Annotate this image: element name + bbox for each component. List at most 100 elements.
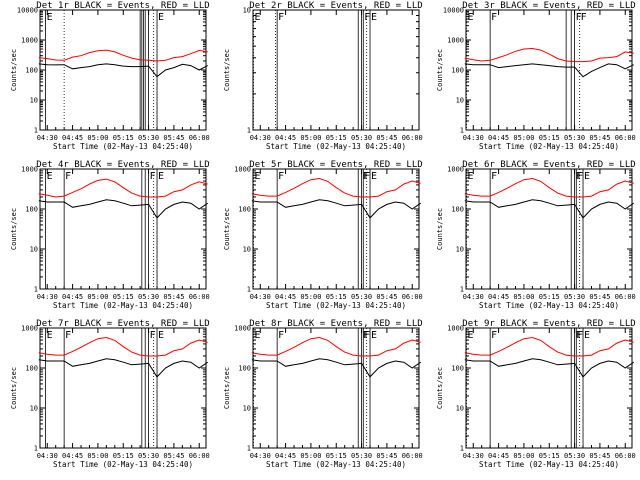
y-tick-label: 10 [456, 97, 464, 105]
y-tick-label: 100 [238, 206, 251, 214]
x-tick-label: 06:00 [189, 134, 210, 142]
flag-label: F [364, 171, 370, 182]
flag-label: F [150, 171, 156, 182]
y-tick-label: 10 [30, 97, 38, 105]
flag-label: E [584, 330, 590, 341]
y-tick-label: 1 [34, 127, 38, 135]
x-axis-label: Start Time (02-May-13 04:25:40) [266, 301, 406, 310]
y-tick-label: 1 [247, 127, 251, 135]
series-line-lld [251, 336, 421, 357]
x-axis-label: Start Time (02-May-13 04:25:40) [53, 460, 193, 469]
x-tick-label: 06:00 [189, 452, 210, 460]
y-tick-label: 1000 [21, 325, 38, 333]
x-tick-label: 05:00 [87, 293, 108, 301]
y-axis-label: Counts/sec [10, 208, 18, 250]
flag-label: F [576, 330, 582, 341]
x-tick-label: 05:15 [539, 134, 560, 142]
flag-label: F [363, 330, 369, 341]
x-axis-label: Start Time (02-May-13 04:25:40) [53, 301, 193, 310]
y-tick-label: 1 [247, 445, 251, 453]
x-tick-label: 05:00 [87, 452, 108, 460]
y-tick-label: 1000 [21, 37, 38, 45]
x-tick-label: 04:45 [488, 293, 509, 301]
x-tick-label: 05:45 [163, 452, 184, 460]
x-tick-label: 04:45 [488, 452, 509, 460]
flag-label: F [278, 330, 284, 341]
series-line-lld [464, 47, 634, 63]
flag-label: F [278, 12, 284, 23]
panel-title: Det 6r BLACK = Events, RED = LLD [462, 160, 635, 170]
x-tick-label: 05:30 [138, 293, 159, 301]
x-tick-label: 04:45 [62, 134, 83, 142]
y-tick-label: 100 [25, 67, 38, 75]
flag-label: F [491, 330, 497, 341]
y-tick-label: 1 [247, 286, 251, 294]
x-tick-label: 05:15 [539, 452, 560, 460]
y-axis-label: Counts/sec [10, 367, 18, 409]
x-tick-label: 06:00 [402, 293, 423, 301]
panel-title: Det 3r BLACK = Events, RED = LLD [462, 1, 635, 11]
x-tick-label: 04:45 [275, 452, 296, 460]
x-tick-label: 05:45 [589, 134, 610, 142]
series-line-events [464, 358, 634, 378]
flag-label: E [468, 12, 474, 23]
x-tick-label: 06:00 [615, 134, 636, 142]
panel-title: Det 1r BLACK = Events, RED = LLD [36, 1, 209, 11]
plot-frame [465, 9, 633, 131]
flag-label: F [581, 12, 587, 23]
x-tick-label: 05:00 [300, 452, 321, 460]
x-tick-label: 05:15 [113, 293, 134, 301]
flag-label: E [371, 330, 377, 341]
x-tick-label: 05:30 [138, 134, 159, 142]
x-tick-label: 04:30 [463, 452, 484, 460]
flag-label: E [468, 171, 474, 182]
x-tick-label: 05:30 [564, 452, 585, 460]
flag-label: F [364, 330, 370, 341]
y-tick-label: 10000 [17, 7, 38, 15]
flag-label: F [491, 12, 497, 23]
flag-label: F [577, 171, 583, 182]
x-tick-label: 05:15 [113, 452, 134, 460]
x-tick-label: 04:30 [37, 452, 58, 460]
series-line-events [38, 358, 208, 378]
y-axis-label: Counts/sec [223, 367, 231, 409]
panel-det-8: Det 8r BLACK = Events, RED = LLD 1 10 100 10… [223, 319, 423, 469]
x-tick-label: 05:00 [300, 293, 321, 301]
series-line-events [464, 63, 634, 78]
panel-title: Det 2r BLACK = Events, RED = LLD [249, 1, 422, 11]
x-tick-label: 04:45 [275, 134, 296, 142]
flag-label: E [255, 12, 261, 23]
x-tick-label: 05:15 [539, 293, 560, 301]
y-tick-label: 1000 [234, 325, 251, 333]
flag-label: E [47, 171, 53, 182]
series-line-events [38, 199, 208, 219]
flag-label: F [65, 330, 71, 341]
series-line-events [251, 358, 421, 378]
x-tick-label: 05:45 [376, 134, 397, 142]
y-tick-label: 1000 [447, 37, 464, 45]
panel-title: Det 9r BLACK = Events, RED = LLD [462, 319, 635, 329]
flag-label: E [255, 171, 261, 182]
y-tick-label: 10 [456, 246, 464, 254]
x-tick-label: 05:30 [564, 293, 585, 301]
y-tick-label: 10000 [443, 7, 464, 15]
flag-label: F [576, 171, 582, 182]
panel-title: Det 4r BLACK = Events, RED = LLD [36, 160, 209, 170]
x-tick-label: 06:00 [402, 134, 423, 142]
y-tick-label: 10 [456, 405, 464, 413]
panel-det-2: Det 2r BLACK = Events, RED = LLD 1 10 04:30… [223, 1, 423, 151]
series-line-lld [251, 177, 421, 198]
y-axis-label: Counts/sec [223, 49, 231, 91]
x-tick-label: 05:15 [326, 452, 347, 460]
x-tick-label: 04:45 [488, 134, 509, 142]
x-tick-label: 05:45 [376, 293, 397, 301]
flag-label: F [576, 12, 582, 23]
y-axis-label: Counts/sec [436, 208, 444, 250]
x-axis-label: Start Time (02-May-13 04:25:40) [479, 142, 619, 151]
y-axis-label: Counts/sec [10, 49, 18, 91]
x-tick-label: 05:30 [351, 134, 372, 142]
panel-det-1: Det 1r BLACK = Events, RED = LLD 1 10 100 10… [10, 1, 210, 151]
flag-label: E [158, 171, 164, 182]
y-tick-label: 100 [238, 365, 251, 373]
x-tick-label: 05:00 [87, 134, 108, 142]
